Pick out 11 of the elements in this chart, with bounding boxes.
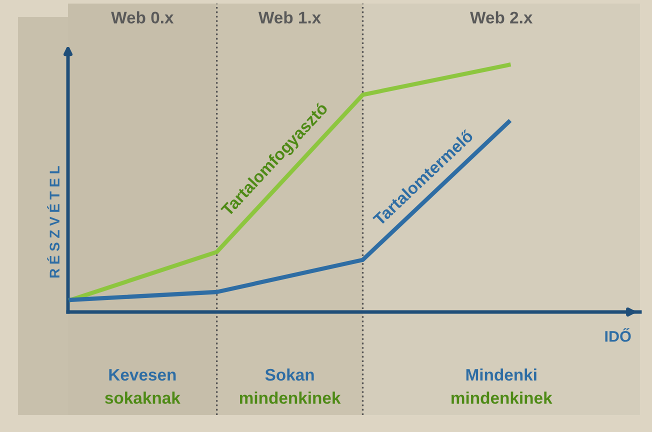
text: Sokan: [265, 368, 314, 381]
text: mindenkinek: [452, 392, 552, 404]
text: Web 2.x: [470, 11, 533, 24]
text: sokaknak: [105, 392, 180, 404]
text: mindenkinek: [240, 392, 341, 404]
text: Web 0.x: [111, 11, 174, 24]
text: Kevesen: [109, 369, 176, 381]
text: Web 1.x: [258, 11, 322, 24]
x-axis-title: IDŐ: [605, 328, 631, 342]
text: Mindenki: [466, 368, 536, 381]
y-axis-title: R É S Z V É T E L: [47, 166, 60, 278]
